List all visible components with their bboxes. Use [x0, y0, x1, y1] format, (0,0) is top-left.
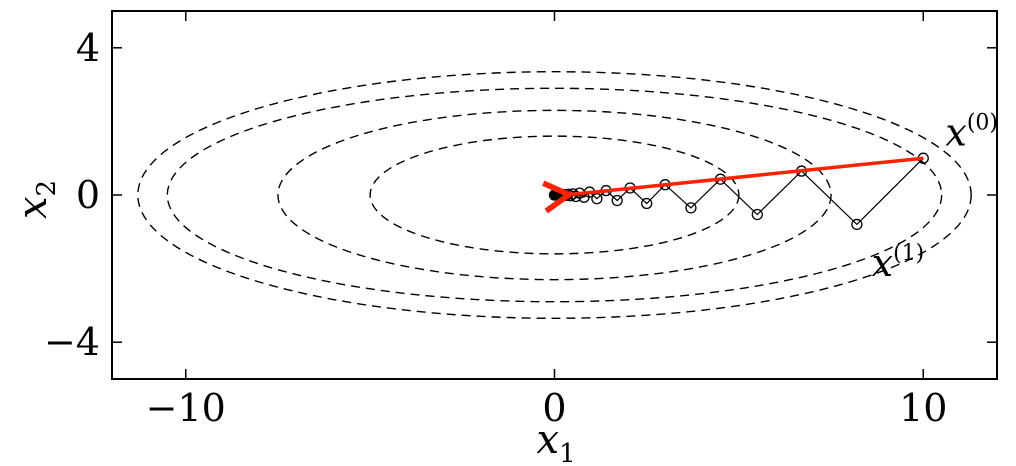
iterate-point	[851, 218, 863, 231]
contour-ellipse-3	[166, 87, 943, 303]
contour-ellipse-1	[369, 135, 740, 255]
axis-ticks: −10 0 10 −4 0 4	[44, 11, 997, 430]
x-tick-label: −10	[146, 386, 226, 430]
x-tick-label: 0	[542, 386, 566, 430]
contour-ellipse-2	[277, 109, 832, 281]
contour-ellipse-4	[137, 71, 972, 319]
annotations: x(0) x(1)	[872, 110, 998, 285]
axis-labels: x1 x2	[10, 180, 576, 466]
iterate-point	[685, 202, 697, 214]
y-tick-label: 0	[76, 173, 100, 217]
iterate-point	[751, 208, 763, 221]
direction-arrow	[566, 156, 924, 195]
iterate-point	[611, 194, 623, 207]
x-axis-label: x1	[537, 417, 576, 466]
y-tick-label: 4	[76, 26, 100, 70]
annotation-label-0: x(0)	[945, 110, 998, 154]
iterate-point	[641, 197, 653, 210]
contour-lines	[137, 71, 972, 319]
iterate-point	[591, 193, 603, 205]
y-axis-label: x2	[10, 180, 62, 219]
y-tick-label: −4	[44, 320, 100, 364]
arrow-line	[566, 156, 924, 195]
x-tick-label: 10	[899, 386, 947, 430]
annotation-label-1: x(1)	[872, 241, 925, 285]
